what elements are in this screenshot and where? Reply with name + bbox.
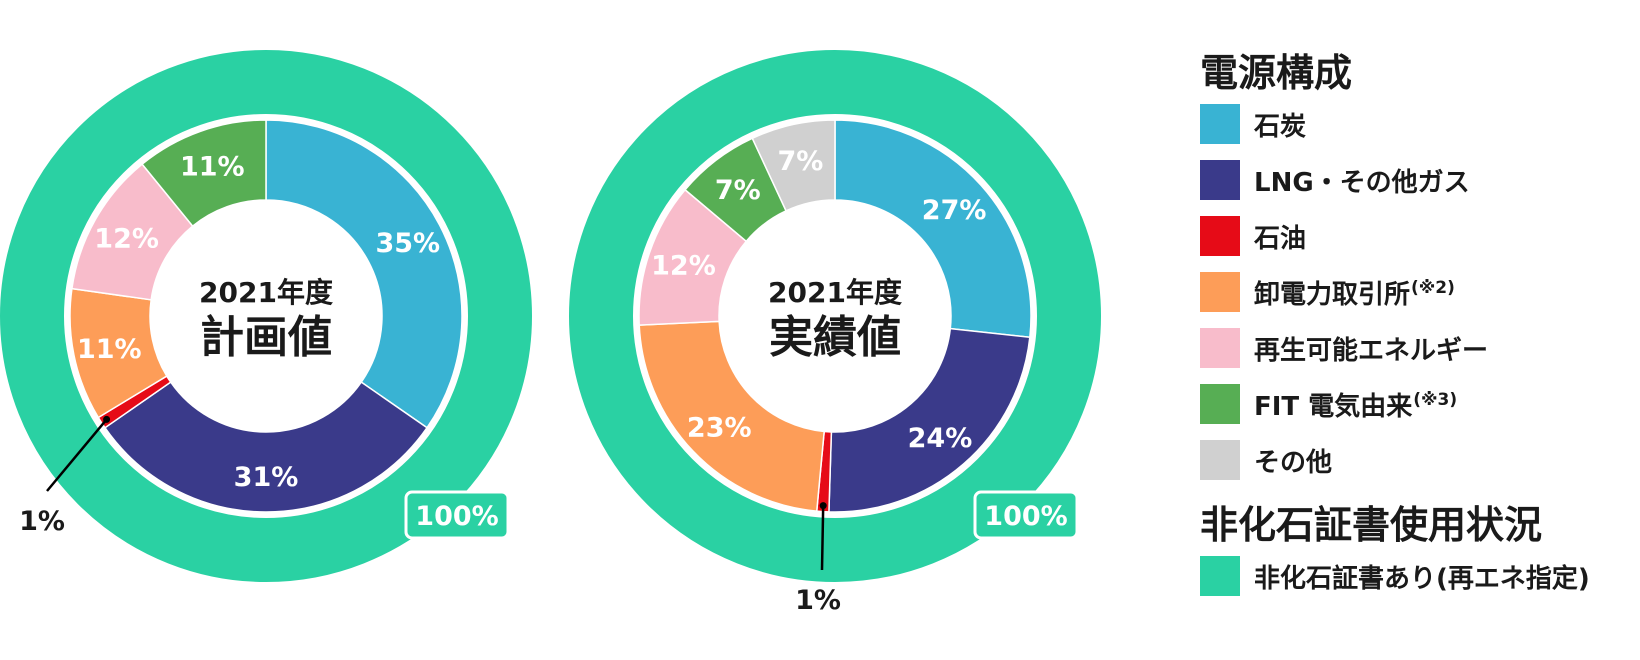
slice-value-label-small: 1% xyxy=(795,585,841,616)
outer-ring-badge xyxy=(404,490,510,540)
legend-label: その他 xyxy=(1254,442,1332,479)
outer-ring-non-fossil xyxy=(569,50,1101,582)
donut-slice xyxy=(265,119,463,429)
donut-hole xyxy=(152,202,380,430)
slice-value-label: 24% xyxy=(908,423,973,454)
legend-item: その他 xyxy=(1200,432,1630,488)
donut-slice xyxy=(828,327,1031,513)
legend-label-text: その他 xyxy=(1254,447,1333,478)
legend-label: LNG・その他ガス xyxy=(1254,162,1470,199)
legend-label-text: 石炭 xyxy=(1254,111,1307,142)
legend-swatch-non-fossil xyxy=(1200,556,1240,596)
legend-swatch xyxy=(1200,272,1240,312)
legend-swatch xyxy=(1200,104,1240,144)
slice-value-label: 11% xyxy=(180,151,245,182)
slice-value-label: 35% xyxy=(375,228,440,259)
outer-ring-label: 100% xyxy=(415,501,498,532)
outer-ring-label: 100% xyxy=(984,501,1067,532)
slice-value-label: 12% xyxy=(94,223,159,254)
legend-swatch xyxy=(1200,160,1240,200)
donut-slice xyxy=(834,119,1032,339)
legend-label: 石油 xyxy=(1254,218,1306,255)
outer-ring-badge xyxy=(973,490,1079,540)
slice-value-label: 27% xyxy=(922,195,987,226)
legend-heading-power-source: 電源構成 xyxy=(1200,51,1353,95)
donut-charts: 35%31%1%11%12%11%2021年度計画値100%27%24%1%23… xyxy=(0,50,1101,616)
donut-slice xyxy=(103,381,429,513)
donut-slice xyxy=(141,119,267,228)
center-title-year: 2021年度 xyxy=(768,276,902,309)
legend-item: FIT 電気由来(※3) xyxy=(1200,376,1630,432)
center-title-year: 2021年度 xyxy=(199,276,333,309)
legend-item: LNG・その他ガス xyxy=(1200,152,1630,208)
legend-footnote-mark: (※2) xyxy=(1411,277,1455,298)
center-title-main: 計画値 xyxy=(200,312,332,363)
legend-item: 再生可能エネルギー xyxy=(1200,320,1630,376)
center-title-main: 実績値 xyxy=(769,312,901,363)
legend-heading-non-fossil: 非化石証書使用状況 xyxy=(1200,503,1543,547)
legend-swatch xyxy=(1200,440,1240,480)
legend-label-text: 再生可能エネルギー xyxy=(1254,335,1489,366)
legend-swatch xyxy=(1200,384,1240,424)
legend-item-non-fossil: 非化石証書あり(再エネ指定) xyxy=(1200,548,1630,604)
leader-dot xyxy=(103,415,111,423)
slice-value-label-small: 1% xyxy=(19,506,65,537)
legend-swatch xyxy=(1200,216,1240,256)
slice-value-label: 11% xyxy=(77,334,142,365)
slice-value-label: 7% xyxy=(715,175,761,206)
legend-label-text: 卸電力取引所 xyxy=(1254,279,1411,310)
legend-label: 石炭 xyxy=(1254,106,1306,143)
leader-dot xyxy=(819,502,827,510)
slice-value-label: 12% xyxy=(651,251,716,282)
legend-item: 卸電力取引所(※2) xyxy=(1200,264,1630,320)
legend-label-text: FIT 電気由来 xyxy=(1254,391,1413,422)
legend-label: FIT 電気由来(※3) xyxy=(1254,386,1457,423)
legend-item: 石炭 xyxy=(1200,96,1630,152)
slice-value-label: 7% xyxy=(778,146,824,177)
leader-line xyxy=(46,418,108,492)
donut-slice xyxy=(638,320,826,512)
donut-slice xyxy=(751,119,836,212)
legend-label-text: LNG・その他ガス xyxy=(1254,167,1470,198)
legend: 電源構成 石炭 LNG・その他ガス 石油卸電力取引所(※2) 再生可能エネルギー FIT… xyxy=(1200,50,1630,604)
legend-label: 再生可能エネルギー xyxy=(1254,330,1488,367)
leader-line xyxy=(820,505,825,571)
legend-swatch xyxy=(1200,328,1240,368)
outer-ring-non-fossil xyxy=(0,50,532,582)
legend-footnote-mark: (※3) xyxy=(1413,389,1458,410)
slice-value-label: 31% xyxy=(234,462,299,493)
legend-label-text: 石油 xyxy=(1254,223,1307,254)
donut-hole xyxy=(721,202,949,430)
legend-label: 卸電力取引所(※2) xyxy=(1254,274,1455,311)
legend-item: 石油 xyxy=(1200,208,1630,264)
slice-value-label: 23% xyxy=(687,412,752,443)
legend-label-non-fossil: 非化石証書あり(再エネ指定) xyxy=(1254,563,1590,594)
